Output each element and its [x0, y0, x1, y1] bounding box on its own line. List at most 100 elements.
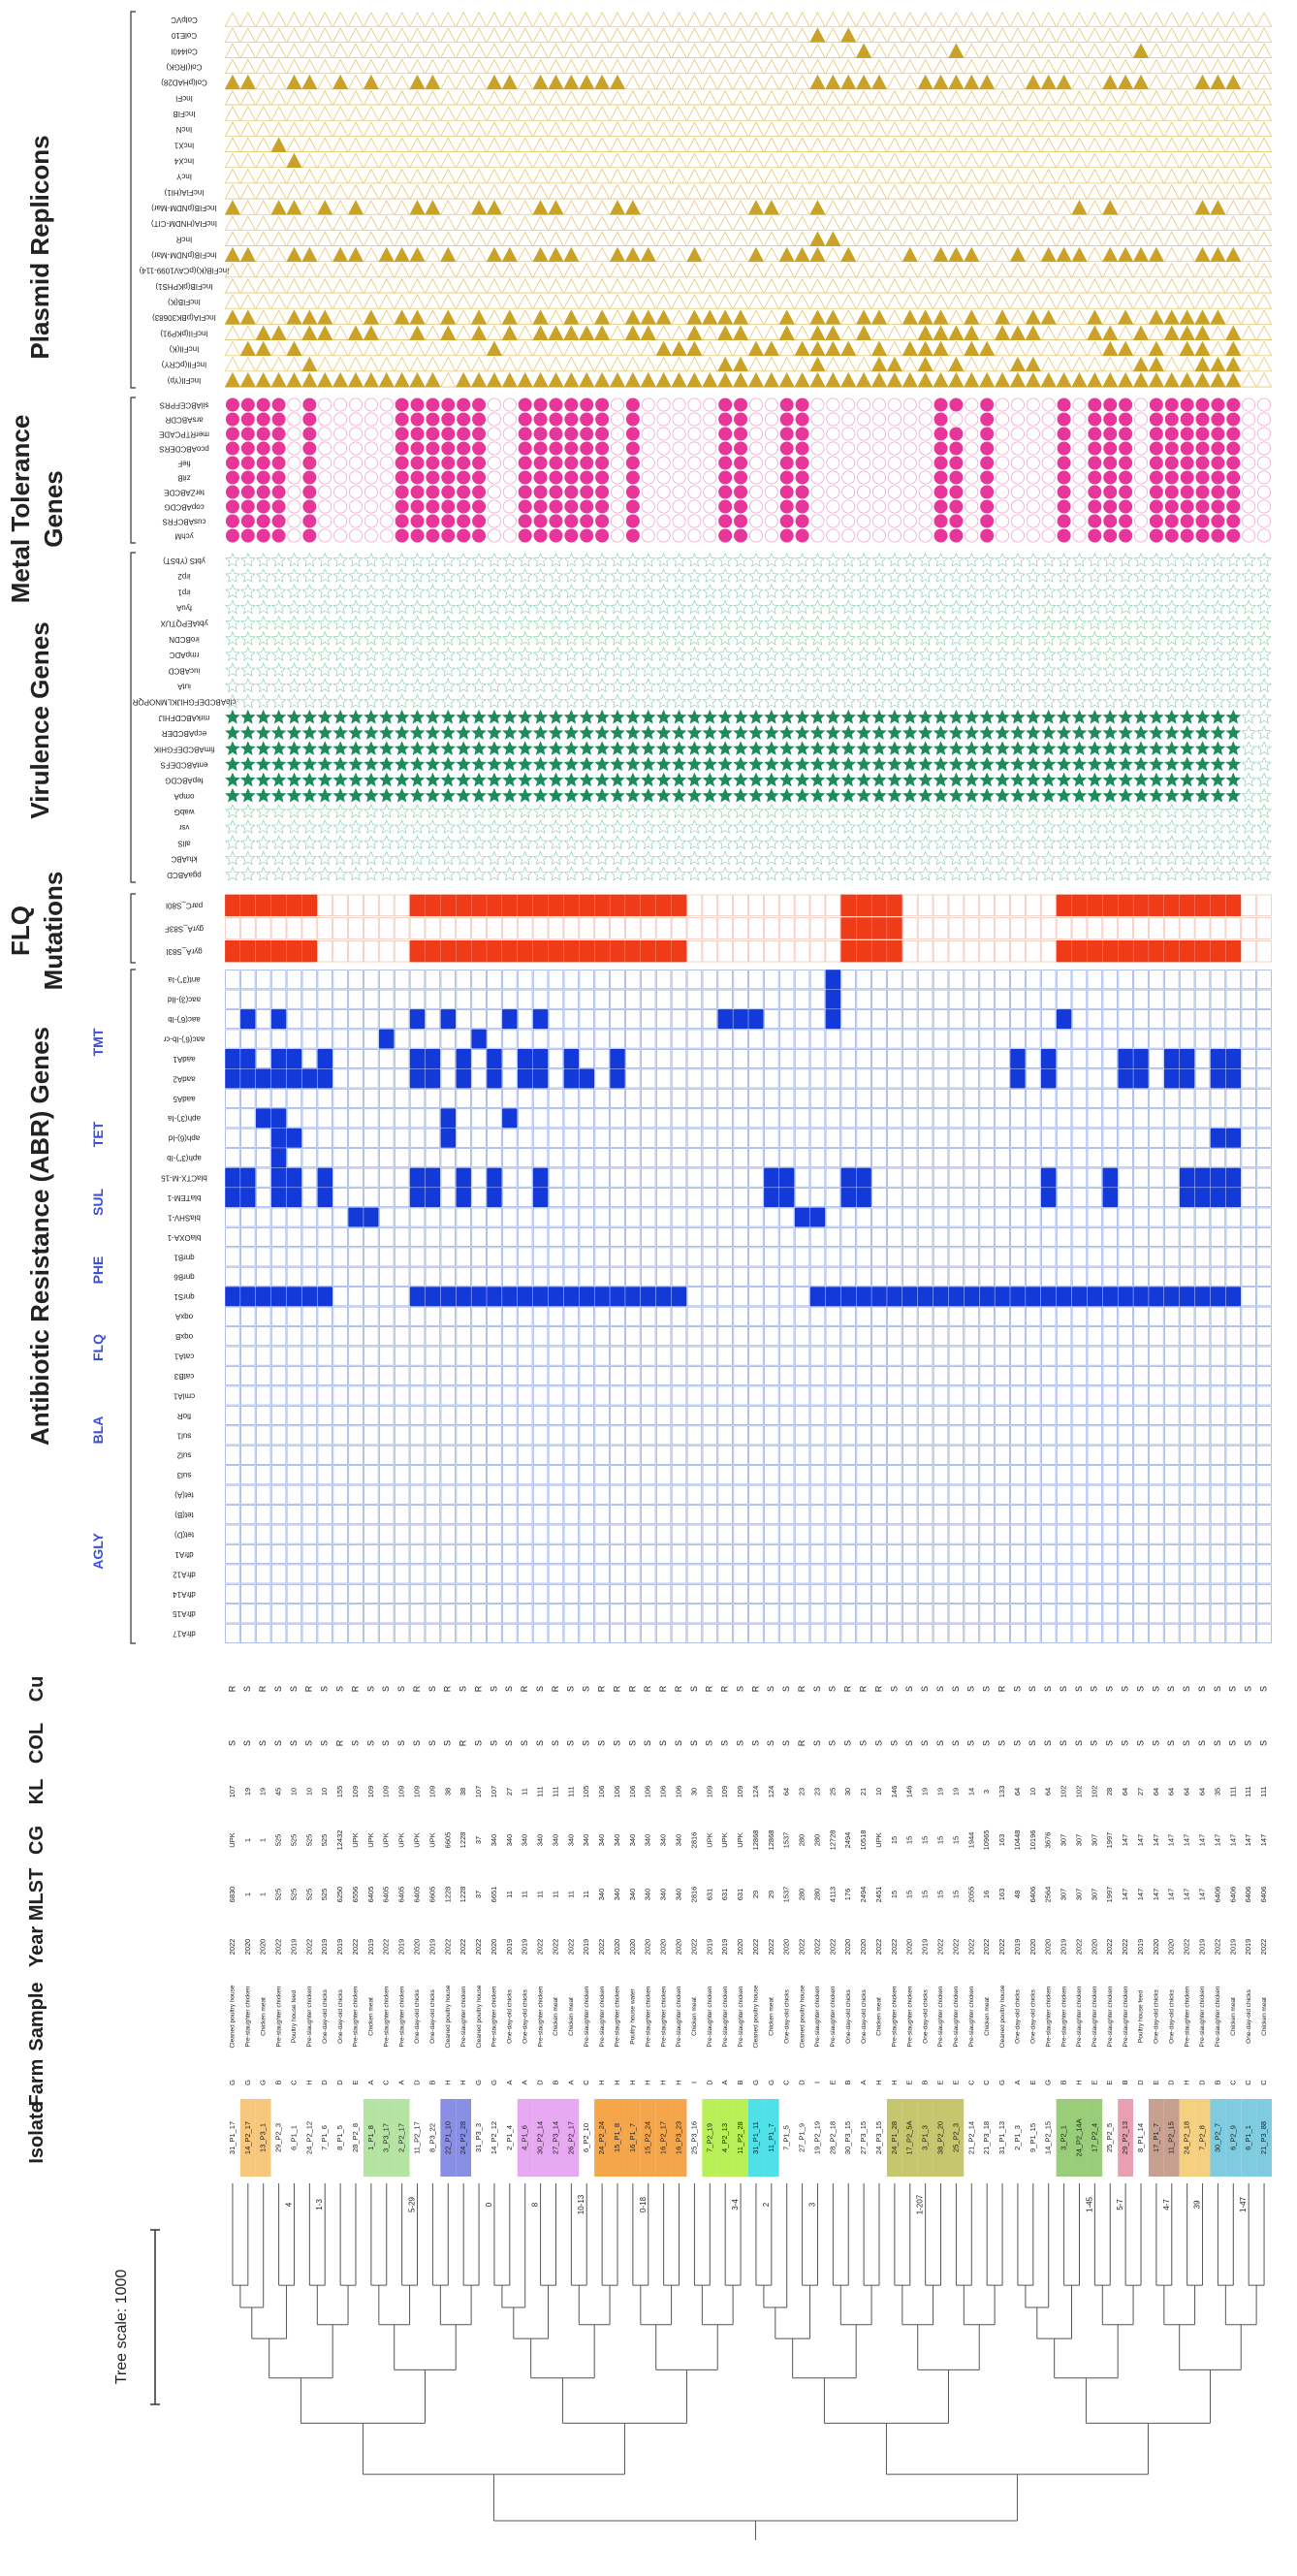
virulence-cell	[917, 615, 933, 630]
metal-cell	[1057, 456, 1071, 470]
metal-cell	[949, 528, 964, 543]
plasmid-cell	[270, 12, 287, 27]
virulence-cell	[1163, 725, 1180, 740]
plasmid-cell	[732, 152, 749, 169]
metal-cell	[625, 499, 640, 514]
plasmid-cell	[1210, 183, 1226, 200]
virulence-cell	[717, 678, 733, 693]
plasmid-cell	[1163, 294, 1180, 309]
abr-cell	[563, 1108, 580, 1129]
metal-cell	[1010, 528, 1025, 543]
plasmid-cell	[1240, 74, 1257, 90]
metal-cell	[502, 470, 517, 485]
plasmid-cell	[486, 340, 503, 357]
virulence-cell	[1056, 709, 1072, 724]
abr-cell	[1256, 1029, 1272, 1049]
plasmid-cell	[964, 27, 980, 43]
virulence-cell	[502, 835, 518, 850]
virulence-cell	[1210, 850, 1226, 866]
abr-cell	[255, 1048, 271, 1069]
plasmid-cell	[224, 262, 241, 278]
abr-cell	[641, 1188, 656, 1208]
virulence-cell	[871, 803, 887, 818]
virulence-cell	[1149, 709, 1164, 724]
virulence-cell	[1040, 693, 1057, 709]
plasmid-cell	[809, 294, 826, 309]
plasmid-cell	[1225, 200, 1242, 215]
virulence-cell	[1256, 835, 1272, 850]
header-col: COL	[26, 1723, 47, 1764]
abr-cell	[1102, 1088, 1118, 1108]
virulence-cell	[1179, 725, 1195, 740]
virulence-cell	[364, 615, 379, 630]
plasmid-cell	[1225, 152, 1242, 169]
plasmid-cell	[517, 215, 533, 231]
plasmid-cell	[378, 183, 395, 200]
plasmid-cell	[1117, 152, 1134, 169]
metal-cell	[1164, 514, 1179, 528]
plasmid-cell	[1255, 309, 1273, 325]
plasmid-cell	[948, 356, 965, 372]
metal-cell	[457, 441, 471, 456]
abr-cell	[517, 1167, 533, 1188]
plasmid-cell	[702, 309, 718, 325]
plasmid-cell	[624, 277, 642, 294]
abr-cell	[655, 1148, 672, 1168]
flq-cell	[640, 917, 656, 939]
abr-cell	[225, 1167, 240, 1188]
abr-cell	[1026, 1167, 1041, 1188]
metal-cell	[1257, 514, 1272, 528]
abr-cell	[1118, 1207, 1133, 1227]
virulence-cell	[778, 835, 795, 850]
plasmid-cell	[239, 325, 257, 340]
metal-cell	[841, 427, 856, 441]
virulence-cell	[671, 850, 687, 866]
abr-cell	[440, 1148, 457, 1168]
virulence-cell	[579, 678, 595, 693]
metal-cell	[779, 499, 794, 514]
metal-cell	[318, 427, 332, 441]
abr-cell	[610, 1188, 625, 1208]
virulence-cell	[1040, 850, 1057, 866]
abr-cell	[1194, 1029, 1211, 1049]
plasmid-cell	[978, 89, 996, 106]
plasmid-cell	[301, 200, 318, 215]
virulence-cell	[856, 756, 871, 772]
plasmid-cell	[501, 168, 519, 184]
virulence-cell	[995, 662, 1010, 678]
virulence-cell	[286, 615, 302, 630]
abr-cell	[394, 989, 410, 1009]
plasmid-cell	[579, 121, 595, 137]
plasmid-cell	[1225, 356, 1242, 372]
virulence-cell	[394, 662, 410, 678]
virulence-cell	[825, 678, 841, 693]
plasmid-cell	[255, 27, 271, 43]
abr-cell	[764, 1207, 779, 1227]
plasmid-cell	[1163, 200, 1180, 215]
plasmid-cell	[563, 183, 580, 200]
virulence-cell	[364, 630, 379, 646]
virulence-cell	[532, 850, 549, 866]
plasmid-cell	[517, 340, 533, 357]
plasmid-cell	[270, 231, 287, 246]
flq-cell	[1256, 917, 1272, 939]
abr-cell	[733, 989, 748, 1009]
virulence-cell	[1040, 709, 1057, 724]
virulence-cell	[317, 850, 333, 866]
abr-cell	[532, 1226, 549, 1247]
plasmid-cell	[933, 121, 949, 137]
abr-cell	[440, 989, 457, 1009]
abr-cell	[625, 1128, 641, 1148]
abr-cell	[641, 1128, 656, 1148]
metal-cell	[949, 427, 964, 441]
metal-cell	[841, 528, 856, 543]
virulence-cell	[1102, 568, 1119, 583]
flq-cell	[671, 939, 687, 963]
metal-cell	[841, 412, 856, 427]
virulence-cell	[1149, 725, 1164, 740]
virulence-cell	[270, 693, 287, 709]
plasmid-cell	[1087, 152, 1103, 169]
metal-cell	[857, 456, 871, 470]
plasmid-cell	[332, 262, 349, 278]
plasmid-cell	[609, 152, 626, 169]
